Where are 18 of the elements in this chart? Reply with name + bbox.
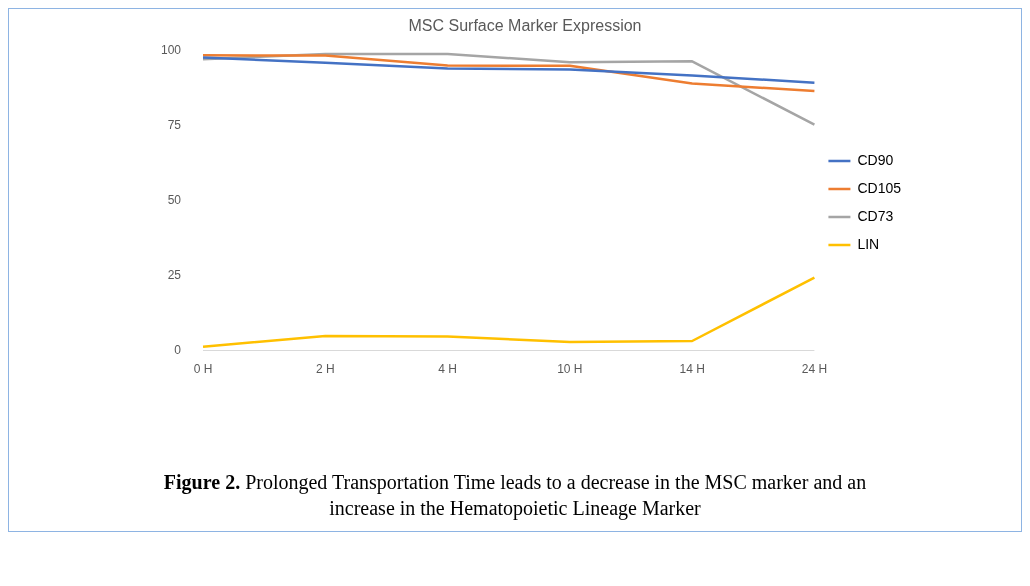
text: Prolonged Transportation Time leads to a decrease in the MSC marker and an increase in the Hematopoietic Lineage Marker — [245, 471, 867, 519]
y-tick-label: 0 — [174, 342, 182, 357]
caption: Figure 2. — [163, 471, 242, 493]
legend-label: CD90 — [857, 151, 894, 168]
y-tick-label: 50 — [167, 192, 182, 207]
y-tick-label: 25 — [167, 267, 182, 282]
x-tick-label: 4 H — [438, 362, 457, 377]
chart-title: MSC Surface Marker Expression — [408, 17, 642, 35]
x-tick-label: 0 H — [193, 362, 213, 377]
y-tick-label: 75 — [167, 117, 182, 132]
x-tick-label: 10 H — [557, 362, 583, 377]
x-tick-label: 14 H — [679, 362, 705, 377]
x-tick-label: 2 H — [315, 362, 335, 377]
legend-label: CD105 — [857, 179, 902, 196]
x-tick-label: 24 H — [801, 362, 828, 377]
legend-label: LIN — [857, 235, 880, 252]
legend-label: CD73 — [857, 207, 894, 224]
y-tick-label: 100 — [160, 42, 182, 57]
